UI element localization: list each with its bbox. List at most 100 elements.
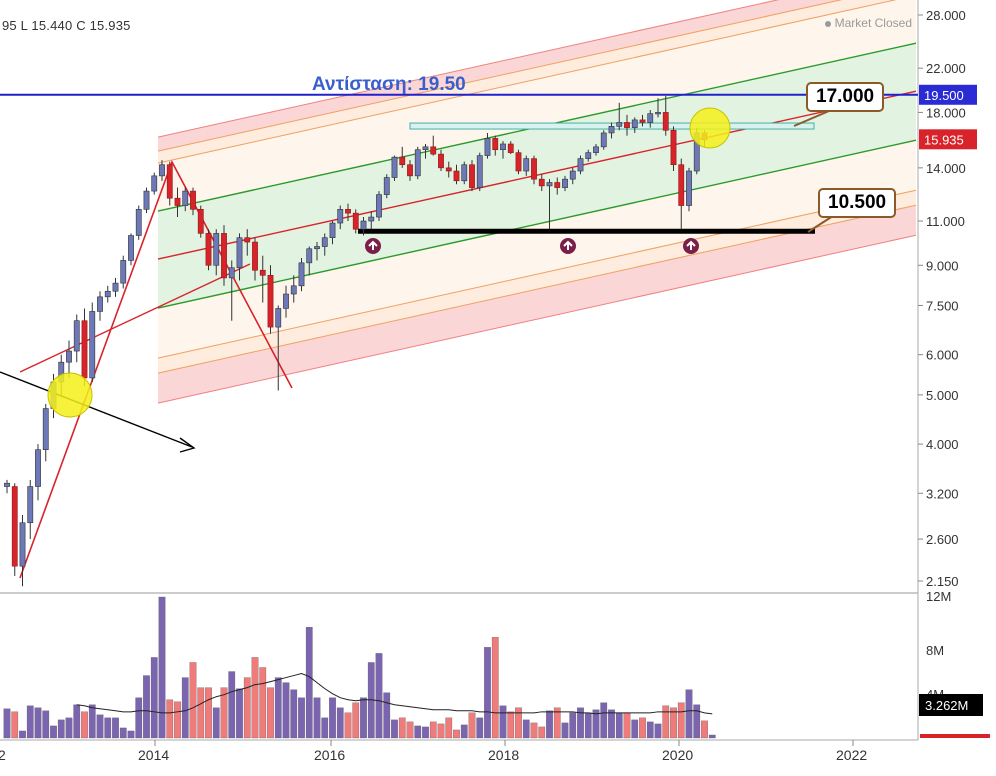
candle-body [19,522,26,567]
volume-bar [228,671,236,739]
candle [670,126,677,172]
volume-bar [460,724,468,739]
candle-body [414,149,421,177]
volume-bar [150,657,158,739]
candle-body [562,178,568,188]
volume-bar [65,717,73,739]
volume-bar [522,719,530,739]
candle [368,211,375,230]
candle [554,177,561,195]
volume-bar [259,667,267,739]
volume-bar [57,719,65,739]
candle [453,164,460,185]
candle-body [507,143,514,153]
volume-bar [243,677,251,739]
volume-bar [654,723,662,739]
candle-body [306,248,313,264]
candle [27,479,34,540]
candle [11,483,18,576]
candle-body [515,152,522,172]
last-price-tag [919,129,977,150]
volume-bar [484,647,491,739]
candle-body [492,138,499,151]
volume-bar [708,734,716,739]
candle-body [321,237,328,247]
candle-body [360,220,367,230]
volume-bar [104,717,112,739]
price-tick-label: 28.000 [926,8,966,23]
market-status: Market Closed [824,16,912,30]
callout-upper-target[interactable]: 17.000 [806,82,885,112]
candle-body [476,155,483,188]
last-volume-tag-label: 3.262M [925,698,968,713]
volume-bar [321,717,329,739]
fork-line-bottom [157,189,917,359]
volume-bar [290,689,298,739]
candle [686,167,692,212]
volume-bar [50,725,57,739]
fork-handle [19,160,293,579]
candle [600,130,607,150]
volume-bar [437,723,445,739]
candle [360,217,367,236]
callout-lower-support[interactable]: 10.500 [818,188,897,218]
candle [182,187,189,212]
last-volume-tag [919,694,983,716]
highlight-circle [689,107,731,149]
volume-bar [298,697,305,739]
candle [321,233,328,256]
candle-body [314,246,320,250]
candle [19,515,26,587]
volume-bar [112,717,119,739]
volume-bar [600,702,608,739]
market-status-label: Market Closed [834,16,912,30]
volume-bar [429,721,437,739]
candle-body [523,158,530,172]
candle [298,258,305,292]
candle-body [166,164,173,199]
candle-body [538,178,545,187]
candle [213,229,220,276]
time-tick-label: 2022 [836,747,867,763]
resistance-label: Αντίσταση: 19.50 [312,74,466,95]
volume-bar [406,721,414,739]
time-tick-label: 2016 [314,747,345,763]
up-arrow-icon [365,238,381,254]
volume-bar [693,704,701,739]
volume-bar [360,697,367,739]
candle [252,237,258,281]
candle [484,132,491,159]
price-tick-label: 2.600 [926,532,959,547]
volume-bar [174,701,181,739]
candle [104,285,111,303]
volume-bar [282,682,290,739]
volume-bar [476,717,484,739]
candle-body [151,175,158,192]
volume-bar [73,704,81,739]
candle [531,155,537,185]
candle-body [11,486,18,567]
volume-bar [3,708,11,739]
price-tick-label: 2.150 [926,574,959,589]
volume-bar [88,704,96,739]
candle-body [267,275,274,328]
price-tick-label: 14.000 [926,161,966,176]
volume-bar [646,721,654,739]
candle [538,174,545,192]
candle-body [228,267,235,279]
candle-body [662,112,669,131]
candle [422,143,429,159]
candle-body [461,164,468,182]
volume-bar [685,689,693,739]
candle-body [290,285,297,295]
candle-body [600,132,607,148]
volume-bar [468,712,476,739]
resistance-tag [919,84,977,105]
volume-bar [584,712,592,739]
volume-bar [662,705,670,739]
fork-line-top [157,0,897,164]
candle [35,444,41,501]
candle [337,205,344,230]
price-tick-label: 11.000 [926,214,965,229]
